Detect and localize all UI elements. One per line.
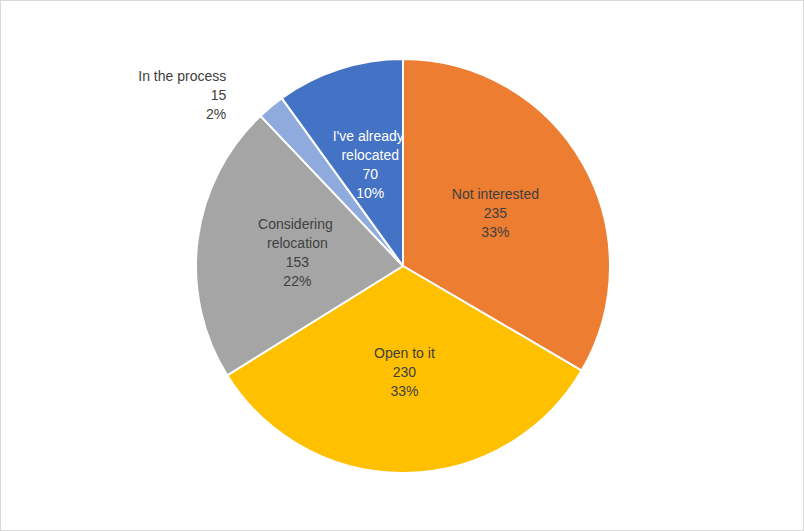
svg-text:15: 15 <box>211 87 227 103</box>
svg-text:relocation: relocation <box>267 235 328 251</box>
svg-text:In the process: In the process <box>138 68 226 84</box>
svg-text:153: 153 <box>286 254 310 270</box>
svg-text:Open to it: Open to it <box>374 345 435 361</box>
svg-text:33%: 33% <box>390 383 418 399</box>
svg-text:235: 235 <box>484 205 508 221</box>
svg-text:I've already: I've already <box>333 128 408 144</box>
svg-text:Not interested: Not interested <box>452 186 539 202</box>
svg-text:70: 70 <box>362 166 378 182</box>
svg-text:22%: 22% <box>283 273 311 289</box>
svg-text:2%: 2% <box>206 106 226 122</box>
svg-text:33%: 33% <box>481 224 509 240</box>
svg-text:10%: 10% <box>356 185 384 201</box>
svg-text:relocated: relocated <box>341 147 399 163</box>
svg-text:230: 230 <box>393 364 417 380</box>
svg-text:Considering: Considering <box>258 216 337 232</box>
